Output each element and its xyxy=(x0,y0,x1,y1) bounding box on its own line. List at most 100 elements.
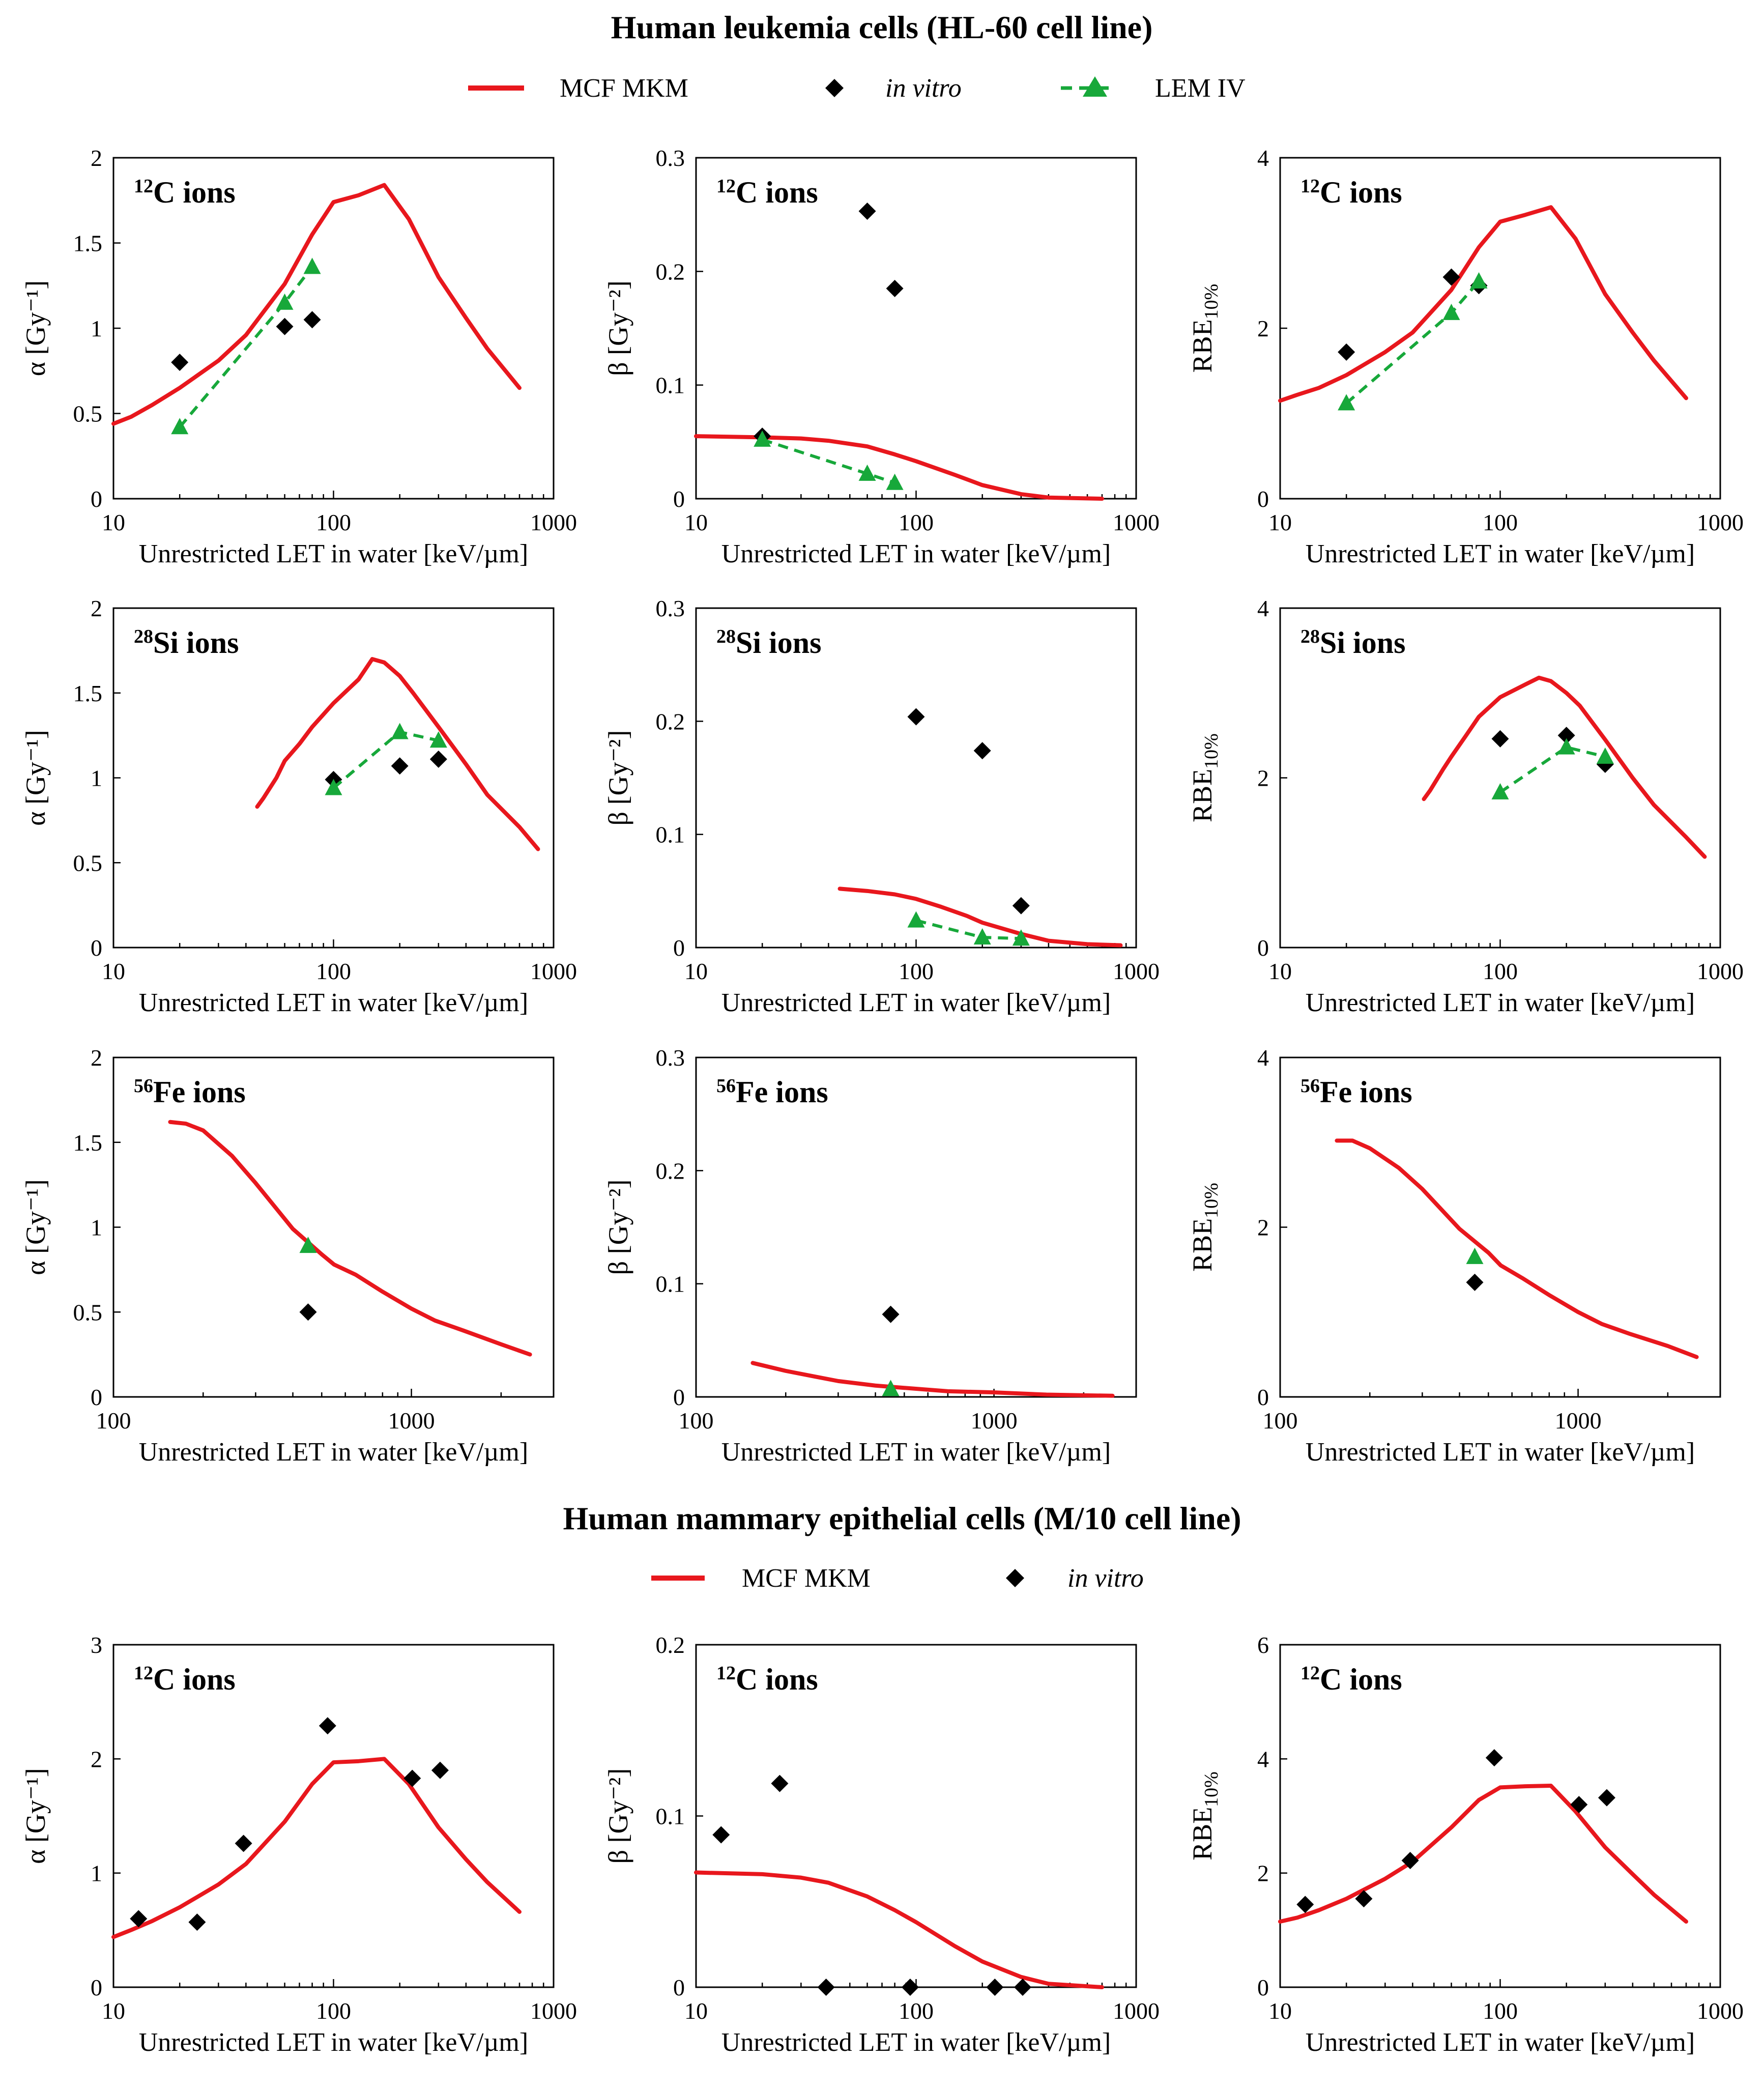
x-axis-label: Unrestricted LET in water [keV/µm] xyxy=(139,988,528,1017)
lem-point xyxy=(886,473,904,490)
y-axis-label: β [Gy⁻²] xyxy=(603,1180,633,1275)
lem-point xyxy=(391,723,409,739)
lem-point xyxy=(1338,394,1355,411)
panel-m10-c-beta: 10 100 1000 0 0.1 0.2 Unrestricted LET in wate… xyxy=(603,1632,1160,2057)
y-tick-label: 2 xyxy=(1257,1861,1269,1886)
vitro-point xyxy=(771,1775,789,1792)
x-axis-label: Unrestricted LET in water [keV/µm] xyxy=(721,2028,1111,2057)
lem-point xyxy=(1596,747,1614,764)
y-tick-label: 0 xyxy=(1257,1974,1269,2000)
y-tick-label: 0 xyxy=(91,1974,102,2000)
x-tick-label: 1000 xyxy=(1697,958,1744,984)
mkm-curve xyxy=(694,434,1105,501)
x-tick-label: 100 xyxy=(316,509,351,535)
y-tick-label: 0.1 xyxy=(656,1271,685,1297)
y-tick-label: 0.1 xyxy=(656,373,685,398)
x-tick-label: 10 xyxy=(102,1998,125,2024)
vitro-point xyxy=(1570,1796,1588,1814)
y-tick-label: 0 xyxy=(91,935,102,961)
lem-line xyxy=(332,730,439,789)
mkm-curve xyxy=(1335,1138,1699,1359)
mkm-curve xyxy=(111,183,522,426)
lem-point xyxy=(1491,783,1509,799)
vitro-point xyxy=(299,1303,317,1321)
y-tick-label: 4 xyxy=(1257,595,1269,621)
y-tick-label: 0.3 xyxy=(656,145,685,171)
x-tick-label: 1000 xyxy=(1113,1998,1160,2024)
panel-ion-label: 12C ions xyxy=(134,1663,236,1696)
y-axis-label: α [Gy⁻¹] xyxy=(20,280,51,376)
x-axis-label: Unrestricted LET in water [keV/µm] xyxy=(139,2028,528,2057)
y-tick-label: 4 xyxy=(1257,145,1269,171)
vitro-point xyxy=(276,318,294,335)
lem-point xyxy=(276,293,294,310)
lem-point xyxy=(429,731,447,748)
vitro-point xyxy=(1598,1789,1615,1807)
vitro-point xyxy=(901,1979,919,1996)
vitro-point xyxy=(1401,1851,1419,1869)
legend-vitro-label: in vitro xyxy=(885,74,962,103)
vitro-point xyxy=(1355,1890,1373,1908)
y-tick-label: 2 xyxy=(1257,765,1269,791)
lem-line xyxy=(762,438,895,484)
mkm-curve xyxy=(837,886,1123,948)
lem-point xyxy=(754,430,771,447)
y-tick-label: 1 xyxy=(91,765,102,791)
vitro-point xyxy=(1442,268,1460,286)
y-axis-label: β [Gy⁻²] xyxy=(603,1768,633,1864)
y-tick-label: 1 xyxy=(91,316,102,341)
legend-vitro-marker xyxy=(825,79,844,97)
x-tick-label: 1000 xyxy=(530,958,577,984)
legend-bottom: MCF MKM in vitro xyxy=(651,1564,1144,1593)
mkm-curve xyxy=(694,1870,1105,1989)
x-tick-label: 1000 xyxy=(1555,1408,1602,1434)
y-tick-label: 2 xyxy=(91,145,102,171)
panel-hl60-fe-alpha: 100 1000 0 0.5 1 1.5 2 Unrestricted LET in wate… xyxy=(20,1045,555,1467)
y-axis-label: α [Gy⁻¹] xyxy=(20,1768,51,1864)
x-tick-label: 10 xyxy=(102,509,125,535)
y-tick-label: 0 xyxy=(1257,486,1269,512)
panel-hl60-fe-rbe: 100 1000 0 2 4 Unrestricted LET in water [keV… xyxy=(1187,1045,1721,1467)
lem-point xyxy=(882,1380,900,1396)
x-tick-label: 1000 xyxy=(971,1408,1018,1434)
vitro-point xyxy=(886,279,904,297)
y-axis-label: α [Gy⁻¹] xyxy=(20,1179,51,1275)
y-axis-label: β [Gy⁻²] xyxy=(603,280,633,376)
y-tick-label: 2 xyxy=(91,1746,102,1772)
panel-hl60-si-beta: 10 100 1000 0 0.1 0.2 0.3 Unrestricted LET in w… xyxy=(603,595,1160,1017)
y-tick-label: 0.2 xyxy=(656,1632,685,1658)
y-tick-label: 2 xyxy=(91,1045,102,1071)
x-tick-label: 10 xyxy=(684,509,708,535)
vitro-point xyxy=(1296,1896,1314,1913)
x-tick-label: 100 xyxy=(1263,1408,1298,1434)
x-tick-label: 1000 xyxy=(388,1408,435,1434)
y-axis-label: α [Gy⁻¹] xyxy=(20,730,51,825)
x-axis-label: Unrestricted LET in water [keV/µm] xyxy=(721,539,1111,568)
legend-lem-label: LEM IV xyxy=(1155,74,1246,103)
lem-point xyxy=(1466,1247,1484,1264)
lem-point xyxy=(171,418,189,435)
panel-ion-label: 56Fe ions xyxy=(1300,1075,1412,1109)
x-tick-label: 10 xyxy=(1268,1998,1292,2024)
lem-point xyxy=(1557,738,1575,755)
x-tick-label: 100 xyxy=(316,958,351,984)
x-tick-label: 100 xyxy=(1483,958,1518,984)
y-axis-label: RBE10% xyxy=(1187,733,1222,822)
panel-ion-label: 56Fe ions xyxy=(134,1075,246,1109)
y-tick-label: 1 xyxy=(91,1861,102,1886)
mkm-curve xyxy=(168,1120,532,1357)
x-tick-label: 1000 xyxy=(1697,509,1744,535)
mkm-curve xyxy=(1278,205,1689,403)
y-tick-label: 4 xyxy=(1257,1045,1269,1071)
y-tick-label: 2 xyxy=(91,595,102,621)
panel-hl60-fe-beta: 100 1000 0 0.1 0.2 0.3 Unrestricted LET in wat… xyxy=(603,1045,1137,1467)
vitro-point xyxy=(429,750,447,768)
lem-point xyxy=(907,911,925,928)
panel-ion-label: 12C ions xyxy=(716,1663,818,1696)
y-tick-label: 1 xyxy=(91,1215,102,1241)
y-tick-label: 0 xyxy=(91,1384,102,1410)
y-tick-label: 0 xyxy=(1257,935,1269,961)
panel-ion-label: 12C ions xyxy=(716,176,818,209)
y-tick-label: 0.2 xyxy=(656,259,685,284)
